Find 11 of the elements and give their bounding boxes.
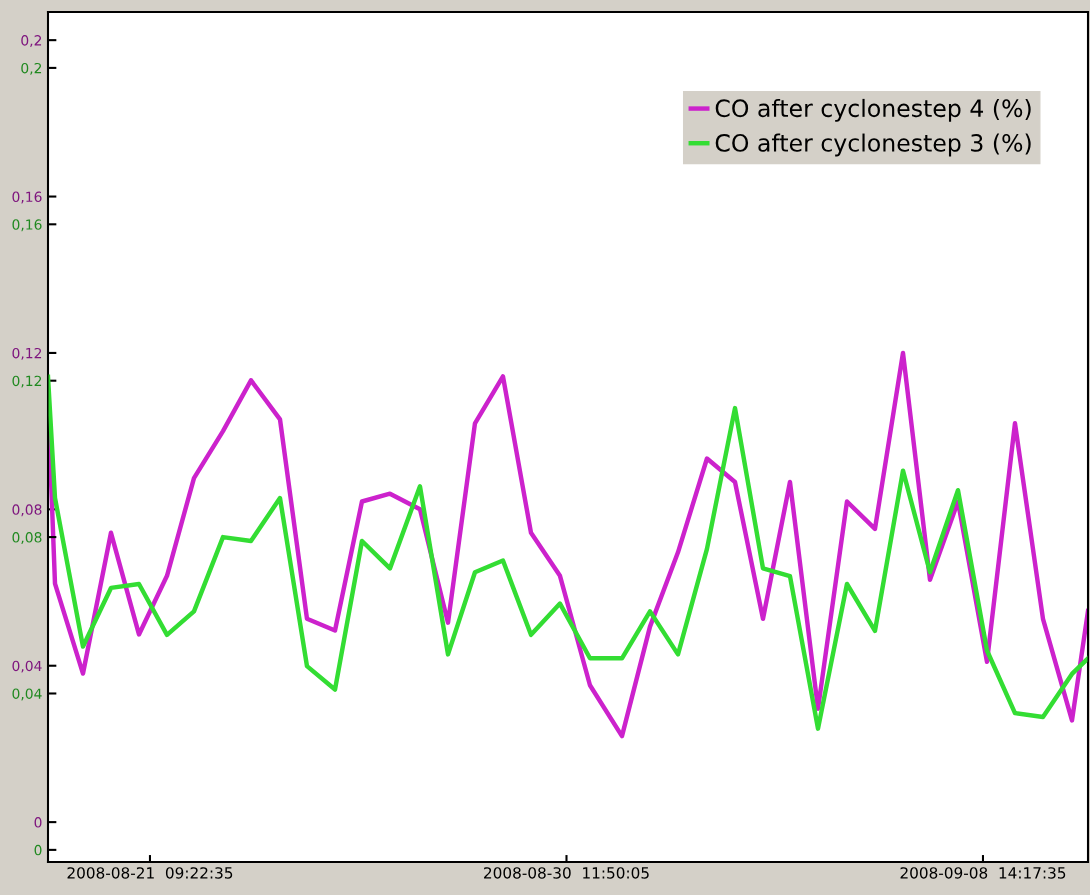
y-tick-label: 0 [34, 817, 42, 828]
legend-label: CO after cyclonestep 3 (%) [715, 133, 1031, 157]
x-tick-label: 2008-08-21 09:22:35 [67, 867, 233, 879]
y-tick-label: 0,08 [12, 504, 42, 517]
legend-label: CO after cyclonestep 4 (%) [715, 98, 1031, 122]
x-tick-label: 2008-09-08 14:17:35 [900, 867, 1066, 879]
y-tick-label: 0,2 [21, 35, 42, 48]
y-tick-label: 0,04 [12, 660, 42, 673]
y-tick-label: 0,16 [12, 191, 42, 204]
y-tick-label: 0,12 [12, 347, 42, 360]
x-tick-label: 2008-08-30 11:50:05 [484, 867, 649, 879]
